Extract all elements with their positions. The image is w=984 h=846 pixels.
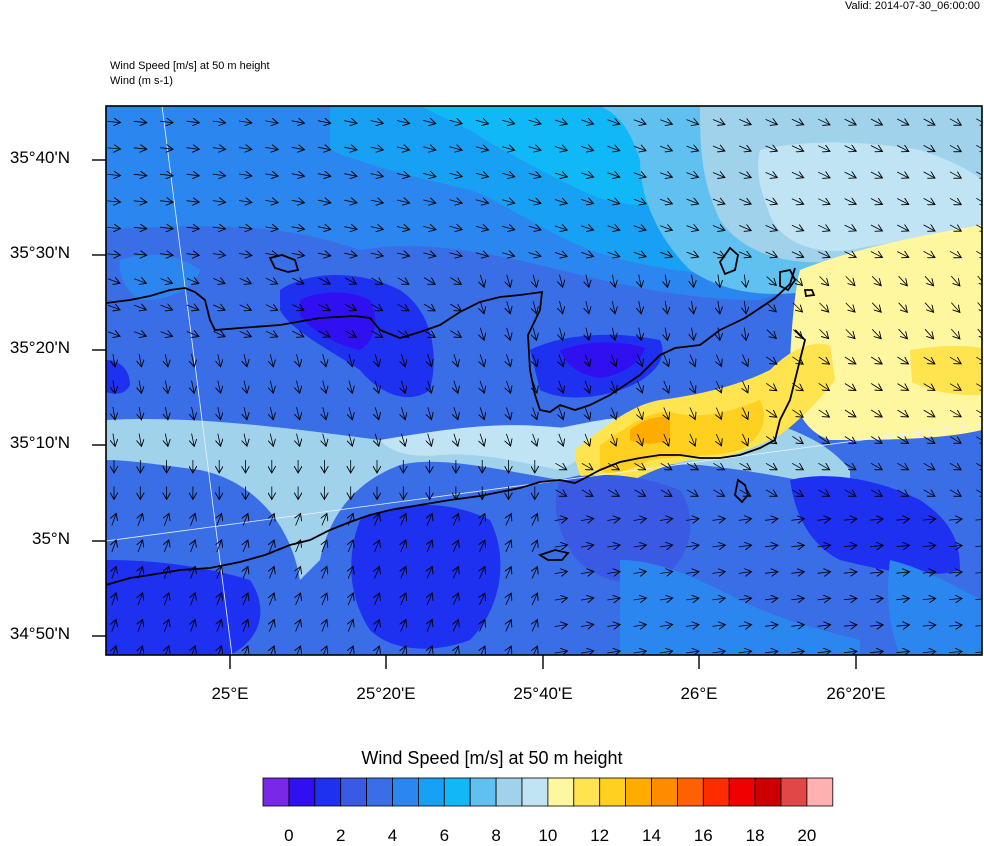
colorbar-box bbox=[367, 778, 393, 806]
colorbar-box bbox=[522, 778, 548, 806]
colorbar-tick-label: 4 bbox=[373, 826, 413, 846]
colorbar-box bbox=[341, 778, 367, 806]
colorbar-box bbox=[470, 778, 496, 806]
lat-label: 35°40'N bbox=[0, 148, 70, 168]
colorbar-box bbox=[548, 778, 574, 806]
colorbar-box bbox=[315, 778, 341, 806]
colorbar-tick-label: 20 bbox=[787, 826, 827, 846]
lon-label: 25°40'E bbox=[488, 684, 598, 704]
lat-label: 35°20'N bbox=[0, 338, 70, 358]
colorbar-box bbox=[444, 778, 470, 806]
colorbar-title: Wind Speed [m/s] at 50 m height bbox=[0, 748, 984, 769]
colorbar-box bbox=[393, 778, 419, 806]
colorbar-tick-label: 2 bbox=[321, 826, 361, 846]
lon-label: 26°E bbox=[644, 684, 754, 704]
colorbar-box bbox=[600, 778, 626, 806]
colorbar-box bbox=[418, 778, 444, 806]
lat-label: 35°30'N bbox=[0, 243, 70, 263]
wind-speed-field bbox=[106, 106, 984, 658]
colorbar-box bbox=[755, 778, 781, 806]
colorbar-tick-label: 8 bbox=[476, 826, 516, 846]
colorbar-box bbox=[626, 778, 652, 806]
colorbar-tick-label: 16 bbox=[683, 826, 723, 846]
colorbar-box bbox=[677, 778, 703, 806]
lat-label: 35°10'N bbox=[0, 433, 70, 453]
colorbar-box bbox=[496, 778, 522, 806]
colorbar-box bbox=[807, 778, 833, 806]
colorbar-tick-label: 0 bbox=[269, 826, 309, 846]
colorbar-box bbox=[289, 778, 315, 806]
colorbar-box bbox=[574, 778, 600, 806]
colorbar-tick-label: 12 bbox=[580, 826, 620, 846]
colorbar bbox=[263, 778, 833, 806]
colorbar-tick-label: 6 bbox=[424, 826, 464, 846]
lon-label: 26°20'E bbox=[801, 684, 911, 704]
colorbar-box bbox=[263, 778, 289, 806]
colorbar-tick-label: 18 bbox=[735, 826, 775, 846]
lat-label: 35°N bbox=[0, 529, 70, 549]
lat-label: 34°50'N bbox=[0, 624, 70, 644]
colorbar-tick-label: 14 bbox=[632, 826, 672, 846]
colorbar-box bbox=[729, 778, 755, 806]
colorbar-box bbox=[652, 778, 678, 806]
colorbar-box bbox=[781, 778, 807, 806]
lon-label: 25°E bbox=[175, 684, 285, 704]
colorbar-tick-label: 10 bbox=[528, 826, 568, 846]
colorbar-box bbox=[703, 778, 729, 806]
lon-label: 25°20'E bbox=[331, 684, 441, 704]
